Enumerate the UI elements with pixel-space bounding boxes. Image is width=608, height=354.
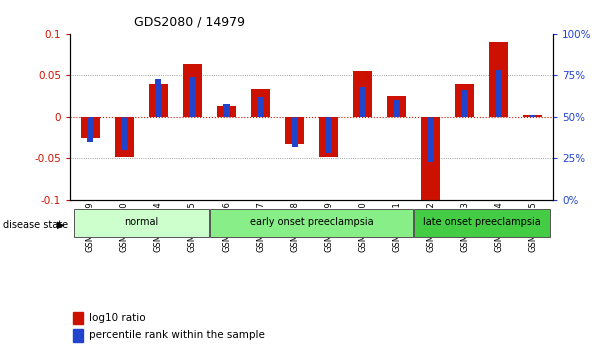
Bar [325,117,332,153]
Bar [251,89,270,117]
Bar [393,100,400,117]
Bar [183,64,202,117]
Bar [496,70,502,117]
Text: late onset preeclampsia: late onset preeclampsia [423,217,541,227]
Bar [427,117,434,162]
Bar [387,96,406,117]
FancyBboxPatch shape [414,209,550,237]
Bar [73,329,83,342]
Bar [461,90,468,117]
Bar [359,87,366,117]
Bar [190,77,196,117]
Text: disease state: disease state [3,220,68,230]
Bar [291,117,298,147]
Bar [81,117,100,138]
Text: log10 ratio: log10 ratio [89,313,145,322]
Bar [455,84,474,117]
Text: percentile rank within the sample: percentile rank within the sample [89,330,265,340]
Bar [257,97,264,117]
Text: ▶: ▶ [57,220,64,230]
Bar [156,79,162,117]
Text: normal: normal [124,217,159,227]
Bar [489,42,508,117]
Bar [530,115,536,117]
Bar [523,115,542,117]
FancyBboxPatch shape [74,209,209,237]
Bar [285,117,304,144]
Text: early onset preeclampsia: early onset preeclampsia [250,217,373,227]
Bar [217,106,236,117]
Bar [122,117,128,150]
Text: GDS2080 / 14979: GDS2080 / 14979 [134,16,245,29]
Bar [73,312,83,324]
Bar [115,117,134,157]
Bar [149,84,168,117]
Bar [223,103,230,117]
Bar [353,71,372,117]
FancyBboxPatch shape [210,209,413,237]
Bar [319,117,338,157]
Bar [88,117,94,142]
Bar [421,117,440,200]
